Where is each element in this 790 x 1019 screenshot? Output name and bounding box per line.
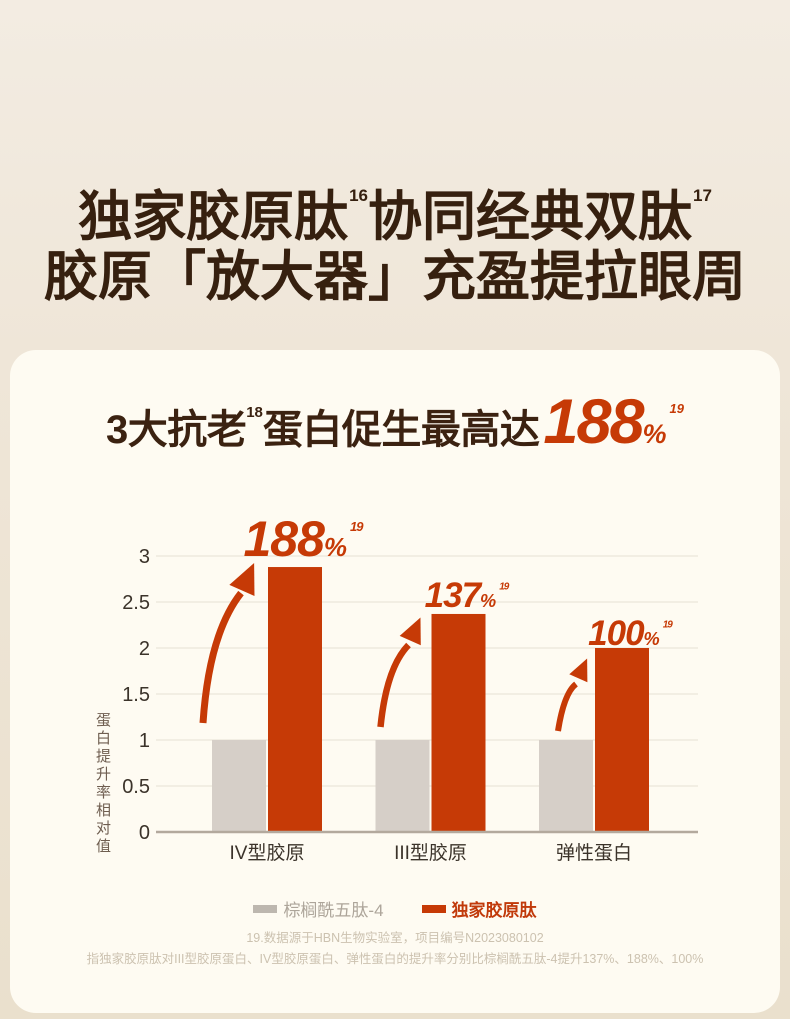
legend-swatch-red [421,904,446,913]
chart-title-footref-19: 19 [669,401,685,416]
legend-item-pentapeptide: 棕榈酰五肽-4 [253,896,384,921]
chart-title-percent-sign: % [642,419,667,449]
y-tick-label: 1.5 [122,684,150,706]
percent-annotation: 188%19 [243,511,364,567]
bar-baseline [212,740,266,832]
category-label: III型胶原 [394,842,467,864]
y-tick-label: 3 [139,546,150,568]
bar-boosted [431,613,486,832]
bar-boosted [595,648,649,832]
bar-baseline [375,740,430,832]
chart-title: 3大抗老18蛋白促生最高达188%19 [10,386,780,458]
y-tick-label: 0 [139,822,150,844]
category-label: IV型胶原 [230,842,305,864]
chart-title-footref-18: 18 [246,404,263,421]
y-tick-label: 2 [139,638,150,660]
footnote-line-1: 19.数据源于HBN生物实验室，项目编号N2023080102 [246,931,544,945]
chart-title-big-number: 188 [543,387,644,457]
y-tick-label: 2.5 [122,592,150,614]
heading-footref-16: 16 [349,186,368,205]
bar-boosted [268,567,322,832]
percent-annotation: 100%19 [588,614,673,653]
heading-line1-text-a: 独家胶原肽 [78,187,349,247]
footnotes: 19.数据源于HBN生物实验室，项目编号N2023080102 指独家胶原肽对I… [10,928,780,969]
heading-line-1: 独家胶原肽16协同经典双肽17 [0,166,790,247]
growth-arrow-shaft [377,642,411,728]
y-axis-label: 蛋白提升率相对值 [94,712,111,856]
growth-arrow-shaft [199,590,244,724]
page-heading: 独家胶原肽16协同经典双肽17 胶原「放大器」充盈提拉眼周 [0,0,790,307]
heading-footref-17: 17 [693,186,712,205]
chart-title-text-b: 蛋白促生最高达 [262,408,540,452]
y-tick-label: 0.5 [122,776,150,798]
legend-label-collagen-peptide: 独家胶原肽 [451,901,537,920]
legend-swatch-gray [253,904,278,913]
chart-legend: 棕榈酰五肽-4 独家胶原肽 [10,896,780,921]
heading-line-2: 胶原「放大器」充盈提拉眼周 [44,247,746,307]
chart-title-text-a: 3大抗老 [105,408,247,452]
legend-label-pentapeptide: 棕榈酰五肽-4 [283,901,384,920]
percent-annotation: 137%19 [425,576,510,615]
heading-line1-text-b: 协同经典双肽 [368,187,692,247]
growth-arrow-head [229,563,255,597]
category-label: 弹性蛋白 [556,842,632,864]
growth-arrow-head [399,617,421,646]
y-tick-label: 1 [139,730,150,752]
footnote-line-2: 指独家胶原肽对III型胶原蛋白、IV型胶原蛋白、弹性蛋白的提升率分别比棕榈酰五肽… [86,951,704,966]
bar-chart: 0 0.5 1 1.5 2 2.5 3 IV型胶原 III型胶原 弹性蛋白 188%19 137%19… [122,511,698,864]
growth-arrow-shaft [555,681,579,732]
growth-arrow-head [569,658,588,683]
legend-item-collagen-peptide: 独家胶原肽 [421,896,537,921]
bar-baseline [539,740,593,832]
chart-card: 3大抗老18蛋白促生最高达188%19 0 0.5 1 1.5 2 2.5 3 IV型胶原 II… [10,350,780,1013]
